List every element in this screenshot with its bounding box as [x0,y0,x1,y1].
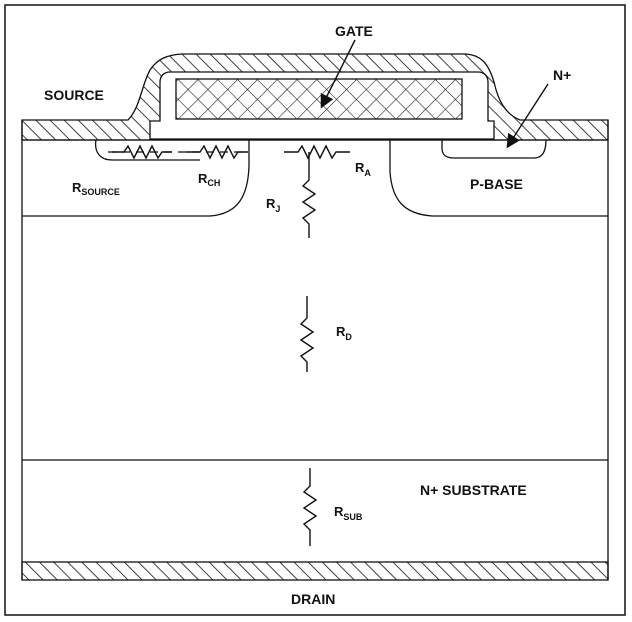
drain-metal [21,561,609,581]
resistor-source [112,144,172,160]
r-drift-label: RD [336,324,352,342]
source-label: SOURCE [44,87,104,103]
n-plus-label: N+ [553,67,571,83]
resistor-substrate [302,468,318,546]
r-channel-label: RCH [198,171,220,188]
resistor-jfet [301,152,317,238]
gate-arrow [320,39,356,109]
gate-poly [175,78,463,120]
r-substrate-label: RSUB [334,504,363,522]
n-plus-source-left [94,139,200,161]
p-base-right [389,140,608,217]
r-accumulation-label: RA [355,160,371,178]
p-base-left [22,140,250,217]
resistor-drift [299,296,315,372]
resistor-channel [186,144,248,160]
n-plus-arrow [506,83,549,149]
r-jfet-label: RJ [266,196,280,214]
n-plus-source-right [441,139,547,159]
drain-label: DRAIN [291,591,335,607]
r-source-label: RSOURCE [72,180,120,197]
p-base-label: P-BASE [470,176,523,192]
outer-frame [4,4,626,616]
n-substrate-label: N+ SUBSTRATE [420,482,527,498]
gate-label: GATE [335,23,373,39]
resistor-accumulation [284,144,350,160]
